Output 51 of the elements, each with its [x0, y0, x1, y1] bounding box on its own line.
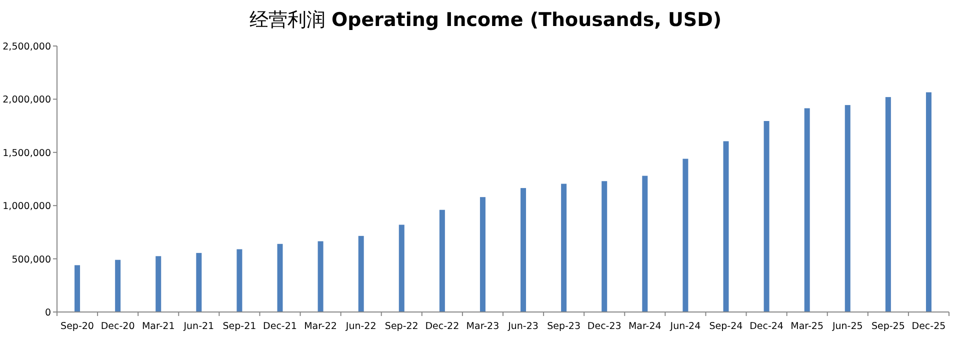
- y-tick-label: 500,000: [12, 254, 51, 266]
- bar: [602, 181, 608, 312]
- bar: [844, 105, 850, 312]
- x-tick-label: Jun-22: [344, 321, 376, 332]
- bar: [156, 256, 162, 312]
- x-tick-label: Sep-20: [60, 321, 94, 332]
- bar: [682, 158, 688, 312]
- x-tick-label: Mar-24: [628, 321, 662, 332]
- x-tick-label: Dec-22: [425, 321, 460, 332]
- y-tick-label: 1,500,000: [2, 148, 51, 159]
- bar: [358, 236, 364, 312]
- x-tick-label: Sep-24: [709, 321, 743, 332]
- x-tick-label: Jun-25: [831, 321, 863, 332]
- x-tick-label: Sep-25: [871, 321, 905, 332]
- x-tick-label: Sep-21: [222, 321, 256, 332]
- bar: [115, 260, 121, 312]
- bar: [723, 141, 729, 312]
- x-tick-label: Mar-22: [304, 321, 337, 332]
- bar: [480, 197, 486, 312]
- bar: [764, 121, 770, 312]
- x-tick-label: Dec-25: [912, 321, 946, 332]
- y-tick-label: 1,000,000: [2, 201, 51, 212]
- bar: [520, 188, 526, 312]
- x-tick-label: Sep-22: [384, 321, 418, 332]
- bar: [885, 97, 891, 312]
- x-tick-label: Dec-20: [100, 321, 135, 332]
- x-tick-label: Dec-23: [587, 321, 622, 332]
- x-tick-label: Dec-21: [263, 321, 297, 332]
- x-tick-label: Mar-25: [790, 321, 824, 332]
- chart-title: 经营利润 Operating Income (Thousands, USD): [249, 9, 722, 31]
- bar: [318, 241, 324, 312]
- x-tick-label: Sep-23: [547, 321, 581, 332]
- bar: [196, 252, 202, 312]
- bar: [439, 210, 445, 312]
- bar: [236, 249, 242, 312]
- bar: [277, 244, 283, 312]
- bar: [398, 224, 404, 312]
- x-tick-label: Jun-21: [182, 321, 214, 332]
- y-tick-label: 0: [44, 308, 51, 318]
- bar: [561, 184, 567, 312]
- x-tick-label: Mar-23: [466, 321, 500, 332]
- x-tick-label: Jun-23: [507, 321, 538, 332]
- bar: [926, 92, 932, 312]
- y-tick-label: 2,500,000: [2, 42, 51, 52]
- bar: [804, 108, 810, 312]
- x-tick-label: Mar-21: [142, 321, 175, 332]
- y-tick-label: 2,000,000: [2, 94, 51, 106]
- x-tick-label: Jun-24: [669, 321, 701, 332]
- bar: [74, 265, 80, 312]
- x-tick-label: Dec-24: [750, 321, 784, 332]
- bar: [642, 176, 648, 312]
